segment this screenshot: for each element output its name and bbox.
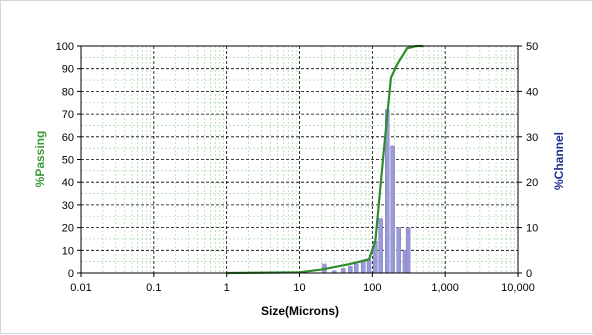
channel-bar [361, 261, 366, 274]
channel-bar [353, 263, 359, 274]
x-tick-label: 0.1 [146, 282, 161, 294]
channel-bar [396, 227, 401, 274]
y-right-tick-label: 50 [526, 41, 538, 53]
major-grid [81, 46, 518, 273]
channel-bar [366, 259, 372, 274]
y-axis-label-left: %Passing [33, 131, 47, 188]
channel-bar [341, 268, 346, 274]
y-left-tick-label: 80 [62, 86, 74, 98]
y-left-tick-label: 0 [68, 268, 74, 280]
y-right-tick-label: 0 [526, 268, 532, 280]
x-tick-label: 0.01 [70, 282, 91, 294]
axis-ticks: 0 10 20 30 40 50 60 70 80 90 100 0 10 20 30 40 50 0.01 0.1… [56, 41, 539, 294]
y-right-tick-label: 40 [526, 86, 538, 98]
x-tick-label: 10,000 [501, 282, 535, 294]
channel-bars [322, 109, 411, 274]
y-left-tick-label: 60 [62, 132, 74, 144]
y-left-tick-label: 100 [56, 41, 74, 53]
y-left-tick-label: 70 [62, 109, 74, 121]
x-tick-label: 1 [224, 282, 230, 294]
y-left-tick-label: 50 [62, 155, 74, 167]
channel-bar [348, 265, 353, 274]
y-right-tick-label: 10 [526, 223, 538, 235]
passing-line [226, 44, 424, 275]
y-left-tick-label: 30 [62, 200, 74, 212]
x-tick-label: 1,000 [431, 282, 459, 294]
y-right-tick-label: 30 [526, 132, 538, 144]
y-right-tick-label: 20 [526, 177, 538, 189]
y-axis-label-right: %Channel [552, 132, 566, 190]
x-tick-label: 10 [293, 282, 305, 294]
channel-bar [405, 227, 411, 274]
channel-bar [378, 218, 383, 274]
y-left-tick-label: 20 [62, 223, 74, 235]
y-left-tick-label: 40 [62, 177, 74, 189]
x-axis-label: Size(Microns) [261, 304, 339, 318]
channel-bar [390, 145, 395, 274]
y-left-tick-label: 90 [62, 64, 74, 76]
y-left-tick-label: 10 [62, 245, 74, 257]
x-tick-label: 100 [363, 282, 381, 294]
